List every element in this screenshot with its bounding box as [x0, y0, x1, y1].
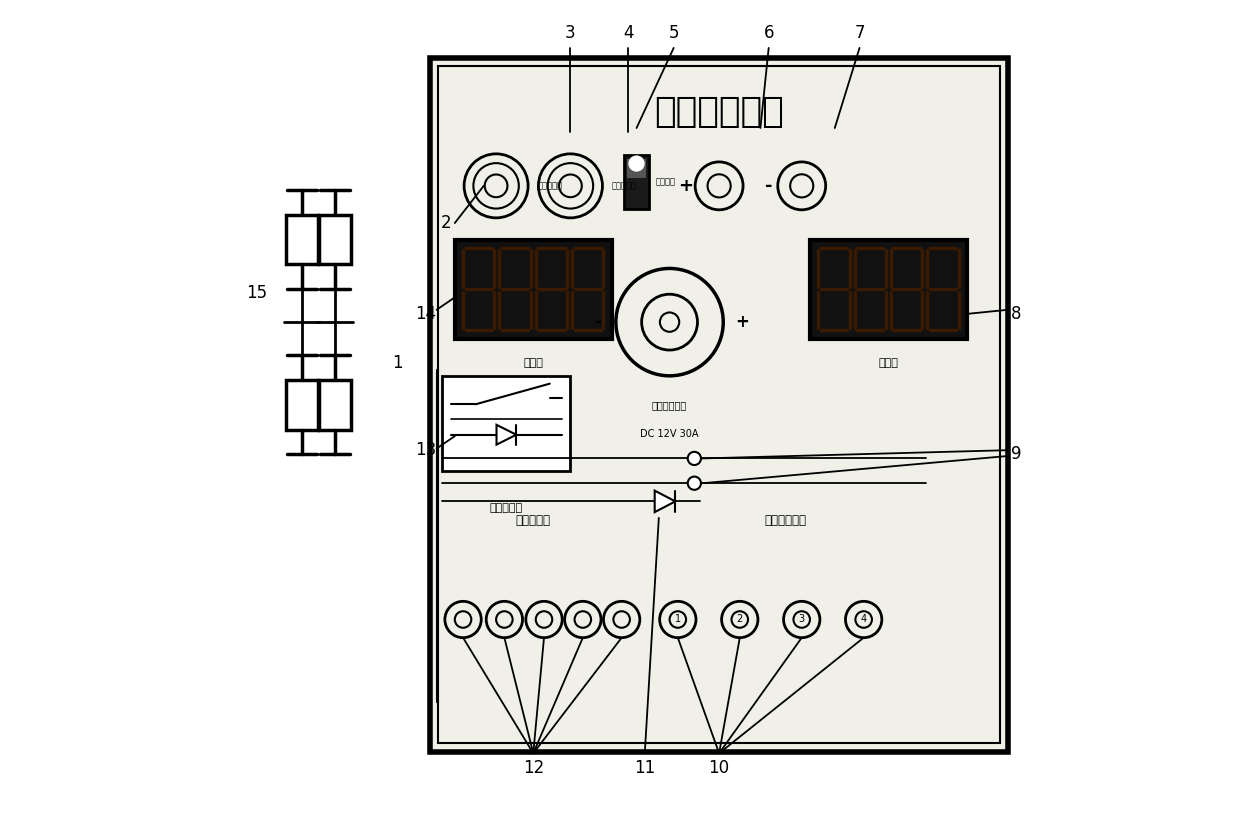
Text: 继电器接口: 继电器接口	[490, 503, 523, 513]
Text: 电流表: 电流表	[878, 358, 899, 368]
Circle shape	[616, 268, 723, 376]
Text: 3: 3	[565, 24, 575, 42]
Text: 8: 8	[1012, 305, 1022, 323]
Circle shape	[688, 477, 701, 490]
Text: 2: 2	[441, 214, 451, 232]
Circle shape	[670, 611, 686, 628]
Circle shape	[641, 294, 697, 350]
Text: 11: 11	[634, 759, 656, 777]
FancyBboxPatch shape	[286, 380, 317, 430]
Text: 故障指示灯: 故障指示灯	[611, 182, 637, 190]
Text: 3: 3	[799, 615, 805, 624]
Circle shape	[708, 174, 730, 197]
Circle shape	[574, 611, 591, 628]
Text: 电压表: 电压表	[523, 358, 543, 368]
Text: 12: 12	[522, 759, 544, 777]
Text: 电源指示灯: 电源指示灯	[537, 182, 563, 190]
Circle shape	[722, 601, 758, 638]
Text: 电源开关: 电源开关	[656, 178, 676, 186]
Text: 5: 5	[668, 24, 680, 42]
Text: -: -	[765, 177, 773, 195]
FancyBboxPatch shape	[455, 240, 611, 339]
Circle shape	[486, 601, 522, 638]
Polygon shape	[496, 425, 516, 444]
Circle shape	[445, 601, 481, 638]
Circle shape	[559, 174, 582, 197]
Circle shape	[604, 601, 640, 638]
Circle shape	[660, 312, 680, 332]
Text: 15: 15	[246, 284, 267, 302]
FancyBboxPatch shape	[320, 380, 351, 430]
Text: +: +	[735, 313, 749, 331]
Text: 1: 1	[392, 354, 402, 373]
Circle shape	[548, 163, 593, 209]
Circle shape	[732, 611, 748, 628]
Circle shape	[790, 174, 813, 197]
Text: 4: 4	[861, 615, 867, 624]
Text: 1: 1	[675, 615, 681, 624]
FancyBboxPatch shape	[286, 215, 317, 264]
Text: DC 12V 30A: DC 12V 30A	[640, 429, 699, 439]
Text: 13: 13	[415, 441, 436, 459]
Text: 10: 10	[708, 759, 729, 777]
Circle shape	[455, 611, 471, 628]
Circle shape	[660, 601, 696, 638]
Text: 7: 7	[854, 24, 864, 42]
Text: +: +	[678, 177, 693, 195]
Circle shape	[629, 156, 644, 171]
Text: 电压调节旋钮: 电压调节旋钮	[652, 400, 687, 410]
Circle shape	[794, 611, 810, 628]
Text: 9: 9	[1012, 445, 1022, 463]
FancyBboxPatch shape	[624, 155, 649, 208]
Text: 2: 2	[737, 615, 743, 624]
Circle shape	[688, 452, 701, 465]
FancyBboxPatch shape	[443, 376, 570, 471]
Text: -: -	[594, 313, 600, 331]
Text: 14: 14	[415, 305, 436, 323]
Circle shape	[564, 601, 601, 638]
Text: 故障设置旋钮: 故障设置旋钮	[764, 514, 806, 527]
Text: 继电器接口: 继电器接口	[516, 514, 551, 527]
Circle shape	[856, 611, 872, 628]
Circle shape	[474, 163, 518, 209]
Text: 4: 4	[622, 24, 634, 42]
Circle shape	[538, 154, 603, 218]
Circle shape	[536, 611, 552, 628]
FancyBboxPatch shape	[320, 215, 351, 264]
Circle shape	[777, 162, 826, 210]
FancyBboxPatch shape	[430, 58, 1008, 752]
FancyBboxPatch shape	[810, 240, 967, 339]
Circle shape	[496, 611, 512, 628]
Circle shape	[696, 162, 743, 210]
Polygon shape	[655, 491, 676, 512]
FancyBboxPatch shape	[626, 159, 646, 178]
Text: 6: 6	[764, 24, 774, 42]
Text: 继电器示教板: 继电器示教板	[655, 94, 784, 129]
Circle shape	[526, 601, 562, 638]
Circle shape	[464, 154, 528, 218]
Circle shape	[485, 174, 507, 197]
Circle shape	[846, 601, 882, 638]
Circle shape	[614, 611, 630, 628]
Circle shape	[784, 601, 820, 638]
